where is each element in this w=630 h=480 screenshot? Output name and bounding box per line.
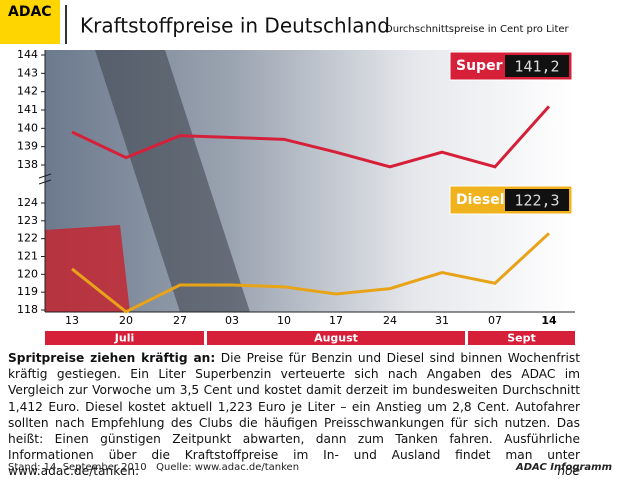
subtitle: Durchschnittspreise in Cent pro Liter: [385, 24, 570, 35]
series-line: [71, 232, 551, 314]
y-tick-label: 122: [17, 232, 38, 245]
logo-box: [0, 0, 60, 44]
y-tick-label: 139: [17, 140, 38, 153]
x-tick-label: 07: [488, 314, 502, 327]
value-label: 141,2: [514, 58, 559, 76]
x-tick-label: 31: [435, 314, 449, 327]
lead: Spritpreise ziehen kräftig an:: [8, 351, 216, 365]
y-tick-label: 119: [17, 285, 38, 298]
lcd: [505, 189, 569, 211]
article: Spritpreise ziehen kräftig an: Die Preis…: [8, 350, 580, 480]
y-tick-label: 143: [17, 66, 38, 79]
lcd: [505, 55, 569, 77]
x-tick-label: 14: [541, 314, 557, 327]
legend-label: Diesel: [456, 192, 505, 208]
y-tick-label: 118: [17, 303, 38, 316]
y-tick-label: 123: [17, 214, 38, 227]
month-bar: [207, 331, 465, 345]
x-tick-label: 20: [119, 314, 133, 327]
body: Die Preise für Benzin und Diesel sind bi…: [8, 351, 581, 479]
y-tick-label: 141: [17, 103, 38, 116]
month-bar: [468, 331, 575, 345]
y-tick-label: 138: [17, 158, 38, 171]
x-tick-label: 10: [277, 314, 291, 327]
x-tick-label: 03: [225, 314, 239, 327]
series-line: [71, 105, 551, 169]
author: hoe: [557, 464, 580, 479]
x-tick-label: 13: [65, 314, 79, 327]
x-tick-label: 27: [173, 314, 187, 327]
brand: ADAC Infogramm: [515, 462, 612, 473]
footer: Stand: 14. September 2010 Quelle: www.ad…: [8, 462, 622, 473]
y-tick-label: 140: [17, 121, 38, 134]
source: Quelle: www.adac.de/tanken: [156, 462, 300, 473]
photo-pump: [95, 50, 250, 312]
x-tick-label: 17: [329, 314, 343, 327]
photo-red: [45, 225, 130, 312]
y-tick-label: 144: [17, 48, 38, 61]
y-tick-label: 120: [17, 267, 38, 280]
month-label: Sept: [507, 332, 536, 345]
month-label: Juli: [114, 332, 134, 345]
y-tick-label: 124: [17, 196, 38, 209]
month-bar: [45, 331, 204, 345]
y-tick-label: 121: [17, 250, 38, 263]
logo: ADAC: [8, 4, 52, 20]
value-label: 122,3: [514, 192, 559, 210]
date: Stand: 14. September 2010: [8, 462, 147, 473]
y-tick-label: 142: [17, 85, 38, 98]
legend-label: Super: [456, 58, 503, 74]
x-tick-label: 24: [383, 314, 397, 327]
month-label: August: [314, 332, 358, 345]
title: Kraftstoffpreise in Deutschland: [80, 14, 390, 38]
